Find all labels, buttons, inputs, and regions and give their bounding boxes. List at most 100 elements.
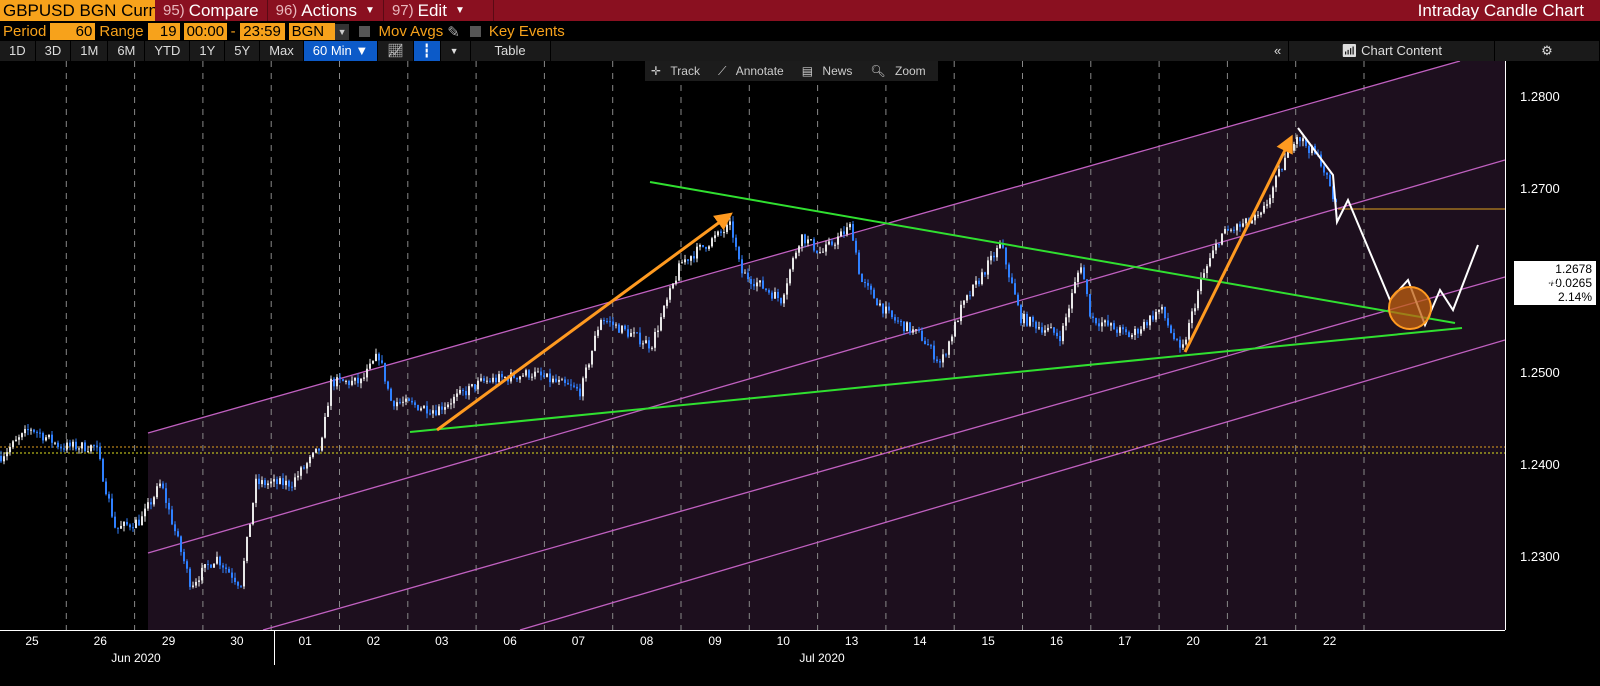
candle-body	[1086, 279, 1088, 295]
chart-content-button[interactable]: 📶︎ Chart Content	[1289, 41, 1495, 61]
candle-body	[573, 385, 575, 387]
candle-body	[69, 442, 71, 447]
actions-menu[interactable]: 96) Actions ▼	[268, 0, 384, 21]
candle-body	[1122, 327, 1124, 330]
chart-plot[interactable]	[0, 61, 1505, 630]
x-tick-label: 29	[161, 634, 176, 648]
interval-select[interactable]: 60 Min ▼	[303, 41, 379, 61]
range-1y[interactable]: 1Y	[190, 41, 226, 61]
candle-body	[1038, 327, 1040, 329]
annotate-tool[interactable]: ⟋ Annotate	[712, 64, 796, 79]
arrow-annotation	[436, 212, 733, 432]
candle-body	[702, 245, 704, 247]
candle-body	[114, 516, 116, 528]
candle-body	[921, 330, 923, 341]
candle-body	[858, 252, 860, 274]
candle-body	[336, 377, 338, 387]
candle-body	[696, 246, 698, 259]
candle-body	[576, 386, 578, 389]
candle-body	[792, 258, 794, 270]
candle-body	[1221, 233, 1223, 245]
candle-body	[57, 442, 59, 448]
candle-body	[678, 263, 680, 281]
candle-body	[306, 463, 308, 469]
target-circle	[1388, 286, 1432, 330]
candle-body	[489, 380, 491, 382]
candle-body	[933, 345, 935, 360]
mov-avgs-checkbox[interactable]	[359, 26, 371, 37]
candle-body	[474, 384, 476, 390]
candle-body	[993, 255, 995, 258]
candle-body	[1158, 309, 1160, 312]
range-ytd[interactable]: YTD	[145, 41, 191, 61]
candle-body	[1311, 145, 1313, 154]
candle-body	[90, 445, 92, 452]
range-max[interactable]: Max	[260, 41, 304, 61]
candle-body	[63, 448, 65, 450]
candle-body	[951, 336, 953, 342]
candle-body	[633, 332, 635, 334]
collapse-button[interactable]: «	[1265, 41, 1289, 61]
candle-body	[177, 531, 179, 537]
pencil-icon[interactable]: ✎	[447, 23, 460, 41]
candle-body	[225, 567, 227, 569]
range-1d[interactable]: 1D	[0, 41, 36, 61]
ticker-field[interactable]: GBPUSD BGN Curncy	[0, 0, 155, 21]
candle-body	[159, 483, 161, 487]
dropdown-icon[interactable]: ▼	[334, 23, 350, 40]
candle-body	[744, 272, 746, 274]
candle-body	[969, 295, 971, 297]
zoom-tool[interactable]: 🔍︎ Zoom	[864, 64, 937, 78]
candle-body	[774, 291, 776, 299]
range-5y[interactable]: 5Y	[225, 41, 261, 61]
line-chart-icon[interactable]: 📈︎	[378, 41, 414, 61]
compare-menu[interactable]: 95) Compare	[155, 0, 268, 21]
candle-body	[807, 239, 809, 244]
candle-body	[822, 251, 824, 253]
candle-body	[831, 241, 833, 245]
candle-body	[852, 224, 854, 241]
candle-body	[363, 377, 365, 379]
end-time-input[interactable]: 23:59	[239, 23, 285, 40]
candle-body	[555, 378, 557, 382]
candle-body	[750, 279, 752, 285]
candle-body	[729, 221, 731, 225]
candle-body	[354, 377, 356, 381]
track-tool[interactable]: ✛ Track	[645, 64, 712, 78]
candle-body	[1131, 335, 1133, 338]
candle-body	[1245, 218, 1247, 224]
key-events-checkbox[interactable]	[469, 26, 481, 37]
candle-body	[1056, 332, 1058, 336]
candle-body	[1137, 328, 1139, 334]
candle-body	[1107, 320, 1109, 326]
percent-change: 2.14%	[1557, 290, 1592, 304]
candle-body	[324, 416, 326, 438]
candle-body	[447, 404, 449, 408]
chart-type-dropdown-icon[interactable]: ▼	[441, 41, 471, 61]
candle-body	[1332, 186, 1334, 200]
news-tool[interactable]: ▤ News	[796, 64, 865, 78]
range-1m[interactable]: 1M	[71, 41, 109, 61]
period-input[interactable]: 60	[50, 23, 96, 40]
candle-body	[1215, 244, 1217, 251]
candle-body	[813, 239, 815, 251]
settings-gear-icon[interactable]: ⚙	[1495, 41, 1600, 61]
table-button[interactable]: Table	[471, 41, 551, 61]
edit-menu[interactable]: 97) Edit ▼	[384, 0, 494, 21]
candle-body	[540, 371, 542, 376]
candle-body	[126, 521, 128, 525]
candle-body	[825, 244, 827, 252]
range-input[interactable]: 19	[147, 23, 180, 40]
arrow-annotation	[1183, 134, 1293, 353]
candle-body	[945, 354, 947, 356]
candle-body	[705, 246, 707, 249]
candle-body	[498, 374, 500, 383]
tool-label: News	[822, 64, 853, 78]
range-3d[interactable]: 3D	[36, 41, 72, 61]
candle-body	[51, 434, 53, 443]
range-6m[interactable]: 6M	[108, 41, 146, 61]
source-select[interactable]: BGN	[288, 23, 335, 40]
candle-body	[1230, 229, 1232, 231]
candle-chart-icon[interactable]: ┇	[413, 41, 441, 61]
start-time-input[interactable]: 00:00	[183, 23, 227, 40]
